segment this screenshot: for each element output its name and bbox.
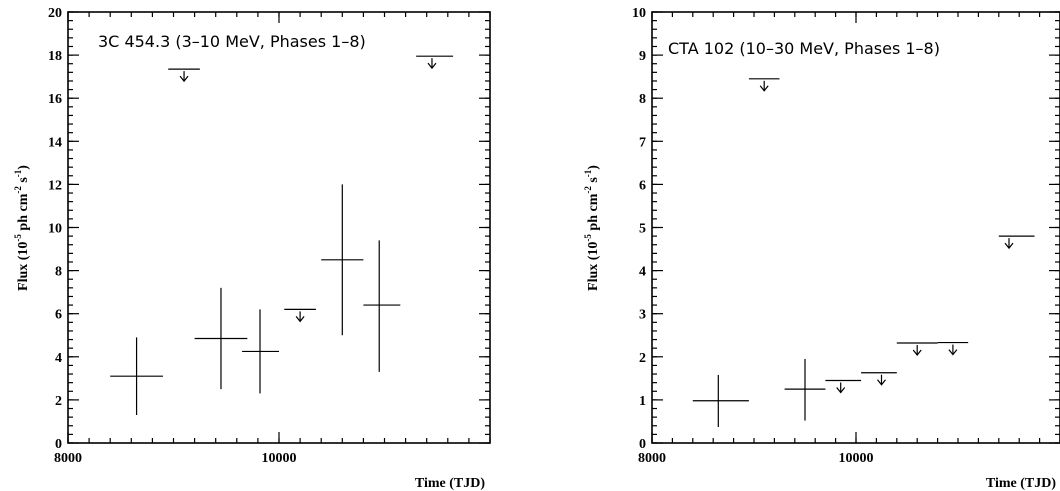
y-tick-label: 4 (55, 351, 62, 366)
upper-limit-arrow-head (427, 62, 437, 70)
axis-ticks-right: 0 1 2 3 4 5 6 7 8 9 10 8000 10000 (632, 6, 1060, 466)
y-tick-label: 2 (55, 394, 62, 409)
y-tick-label: 2 (639, 351, 646, 366)
axis-ticks-left: 0 2 4 6 8 10 12 14 16 18 20 8000 10000 (48, 6, 491, 466)
y-tick-label: 16 (48, 92, 62, 107)
upper-limit (861, 372, 897, 386)
y-axis-title-left: Flux (10-5 ph cm-2 s-1) (13, 165, 31, 291)
plot-frame-right (651, 11, 1060, 444)
y-tick-label: 8 (55, 265, 62, 280)
y-tick-label: 20 (48, 6, 62, 21)
upper-limit (937, 341, 969, 356)
x-tick-label: 10000 (262, 451, 297, 466)
upper-limit-arrow-head (759, 85, 769, 92)
measurement-point (784, 358, 826, 421)
y-tick-label: 0 (55, 437, 62, 452)
upper-limit (896, 342, 938, 356)
y-tick-label: 7 (639, 135, 646, 150)
measurement-point (110, 337, 163, 415)
y-tick-label: 18 (48, 49, 62, 64)
measurement-point (692, 374, 749, 428)
upper-limit (168, 68, 200, 83)
x-tick-label: 10000 (839, 451, 874, 466)
y-tick-label: 10 (632, 6, 646, 21)
y-tick-label: 10 (48, 222, 62, 237)
chart-right: CTA 102 (10–30 MeV, Phases 1–8) Time (TJ… (583, 6, 1060, 491)
upper-limit (998, 235, 1035, 250)
chart-left: 3C 454.3 (3–10 MeV, Phases 1–8) Time (TJ… (13, 6, 491, 491)
y-tick-label: 4 (639, 265, 646, 280)
y-tick-label: 12 (48, 178, 62, 193)
measurement-point (363, 240, 401, 372)
y-tick-label: 6 (55, 308, 62, 323)
chart-title-right: CTA 102 (10–30 MeV, Phases 1–8) (668, 39, 940, 58)
x-tick-label: 8000 (54, 451, 82, 466)
upper-limit (416, 55, 454, 70)
upper-limit-arrow-head (836, 387, 846, 394)
y-tick-label: 14 (48, 135, 62, 150)
upper-limit (825, 379, 862, 394)
x-axis-title-left: Time (TJD) (415, 476, 485, 491)
upper-limit-arrow-head (295, 316, 305, 323)
measurement-point (242, 309, 279, 394)
data-marks-left (110, 55, 454, 415)
measurement-point (194, 287, 248, 390)
upper-limit (748, 78, 780, 92)
y-tick-label: 5 (639, 222, 646, 237)
upper-limit-arrow-head (1004, 242, 1014, 250)
data-marks-right (692, 78, 1035, 428)
upper-limit-arrow-head (877, 379, 886, 386)
y-tick-label: 0 (639, 437, 646, 452)
x-axis-title-right: Time (TJD) (986, 476, 1056, 491)
y-tick-label: 8 (639, 92, 646, 107)
x-tick-label: 8000 (638, 451, 666, 466)
upper-limit-arrow-head (912, 349, 922, 356)
upper-limit (284, 308, 316, 323)
y-tick-label: 1 (639, 394, 646, 409)
plot-frame-left (67, 11, 491, 444)
y-tick-label: 6 (639, 178, 646, 193)
upper-limit-arrow-head (179, 75, 189, 83)
upper-limit-arrow-head (948, 349, 958, 356)
y-tick-label: 9 (639, 49, 646, 64)
chart-title-left: 3C 454.3 (3–10 MeV, Phases 1–8) (98, 32, 366, 51)
y-tick-label: 3 (639, 308, 646, 323)
y-axis-title-right: Flux (10-5 ph cm-2 s-1) (583, 165, 601, 291)
measurement-point (321, 184, 364, 336)
